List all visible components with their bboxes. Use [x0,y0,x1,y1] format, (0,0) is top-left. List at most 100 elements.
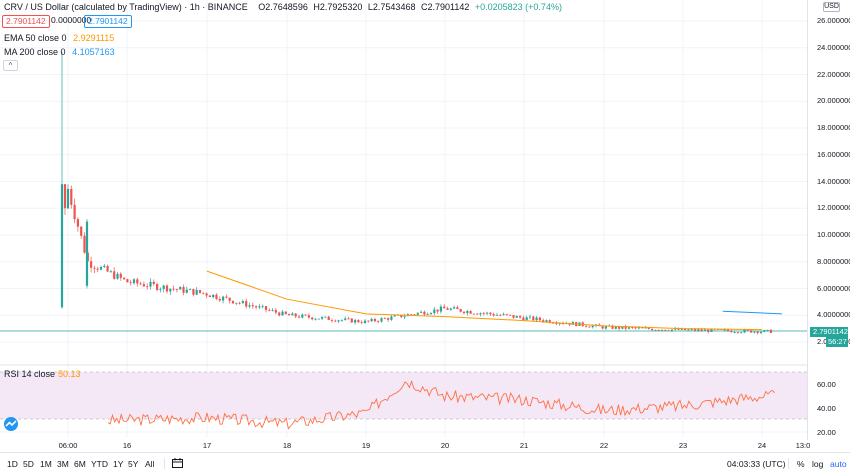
candle-up [766,329,769,331]
price-axis[interactable] [807,0,850,440]
collapse-legend-button[interactable]: ^ [3,60,18,71]
toolbar-divider [164,458,165,469]
timeframe-5d-button[interactable]: 5D [23,459,34,469]
candle-down [509,314,512,316]
candle-down [657,329,660,331]
candle-down [750,330,753,333]
ma-legend[interactable]: MA 200 close 0 4.1057163 [4,47,115,57]
candle-up [222,296,225,301]
candle-down [499,314,502,316]
candle-down [469,311,472,314]
timeframe-1d-button[interactable]: 1D [7,459,18,469]
candle-down [165,285,169,292]
candle-down [746,329,749,331]
candle-down [377,321,380,322]
candle-up [179,287,182,290]
rsi-axis-label: 20.00 [817,428,836,437]
rsi-legend[interactable]: RSI 14 close 50.13 [4,369,81,379]
rsi-line [107,379,775,430]
candle-up [558,323,561,324]
sell-price-box[interactable]: 2.7901142 [2,15,50,28]
candle-down [129,282,132,284]
timeframe-5y-button[interactable]: 5Y [128,459,139,469]
timeframe-1m-button[interactable]: 1M [40,459,52,469]
candle-up [159,288,162,290]
candle-down [294,313,297,317]
candle-down [555,323,558,324]
candle-up [674,328,677,330]
time-label: 06:00 [58,441,78,450]
ema-label: EMA 50 close 0 [4,33,67,43]
timeframe-1y-button[interactable]: 1Y [113,459,124,469]
currency-label[interactable]: USD [823,2,840,12]
candle-up [212,294,215,298]
tradingview-logo[interactable] [3,417,19,431]
candle-down [90,261,93,268]
timeframe-3m-button[interactable]: 3M [57,459,69,469]
candle-down [459,309,462,312]
spread-value: 0.0000000 [51,15,92,25]
candle-up [479,313,482,315]
candle-up [258,306,261,308]
candle-up [614,326,617,329]
ema-legend[interactable]: EMA 50 close 0 2.9291115 [4,33,114,43]
candle-down [492,314,495,316]
candle-up [363,320,367,324]
candle-up [109,271,112,273]
candle-down [548,320,551,323]
price-chart[interactable] [0,0,807,440]
candle-up [370,319,373,322]
auto-scale-button[interactable]: auto [830,459,847,469]
buy-price-box[interactable]: 2.7901142 [84,15,132,28]
candle-up [495,314,499,316]
candle-up [281,311,284,316]
candle-down [106,265,109,272]
candle-up [317,318,320,320]
candle-down [667,330,670,332]
candle-down [225,296,228,298]
close-value: C2.7901142 [420,2,470,12]
ohlc-values: O2.7648596 H2.7925320 L2.7543468 C2.7901… [258,2,562,12]
candle-down [664,329,667,331]
log-scale-button[interactable]: log [812,459,824,469]
candle-up [740,332,743,334]
candle-down [83,235,86,253]
rsi-axis-label: 60.00 [817,380,836,389]
candle-up [753,331,756,333]
percent-scale-button[interactable]: % [797,459,805,469]
utc-clock[interactable]: 04:03:33 (UTC) [727,459,786,469]
candle-down [208,295,211,298]
change-value: +0.0205823 (+0.74%) [474,2,562,12]
rsi-band [0,372,807,419]
candle-down [73,204,76,220]
candle-down [327,316,330,321]
rsi-value: 50.13 [58,369,81,379]
symbol-legend[interactable]: CRV / US Dollar (calculated by TradingVi… [4,2,562,12]
last-price-flag: 2.7901142 [810,327,848,337]
candle-down [278,312,281,316]
calendar-icon[interactable] [172,458,183,468]
candle-up [248,305,251,307]
candle-down [624,326,627,329]
candle-up [439,306,442,312]
candle-up [449,308,452,310]
timeframe-all-button[interactable]: All [145,459,155,469]
candle-up [453,307,456,309]
candle-down [228,297,231,301]
candle-up [185,289,188,293]
timeframe-6m-button[interactable]: 6M [74,459,86,469]
price-label: 22.0000000 [817,69,850,79]
candle-up [637,327,640,329]
price-label: 4.0000000 [817,310,850,320]
candle-down [482,313,485,315]
symbol-title[interactable]: CRV / US Dollar (calculated by TradingVi… [4,2,248,12]
candle-down [136,279,139,284]
candle-down [588,326,591,328]
candle-up [149,281,152,287]
candle-up [271,310,274,311]
price-label: 16.0000000 [817,149,850,159]
candle-up [429,313,433,315]
time-label: 16 [122,441,132,450]
candle-down [274,310,277,313]
timeframe-ytd-button[interactable]: YTD [91,459,108,469]
